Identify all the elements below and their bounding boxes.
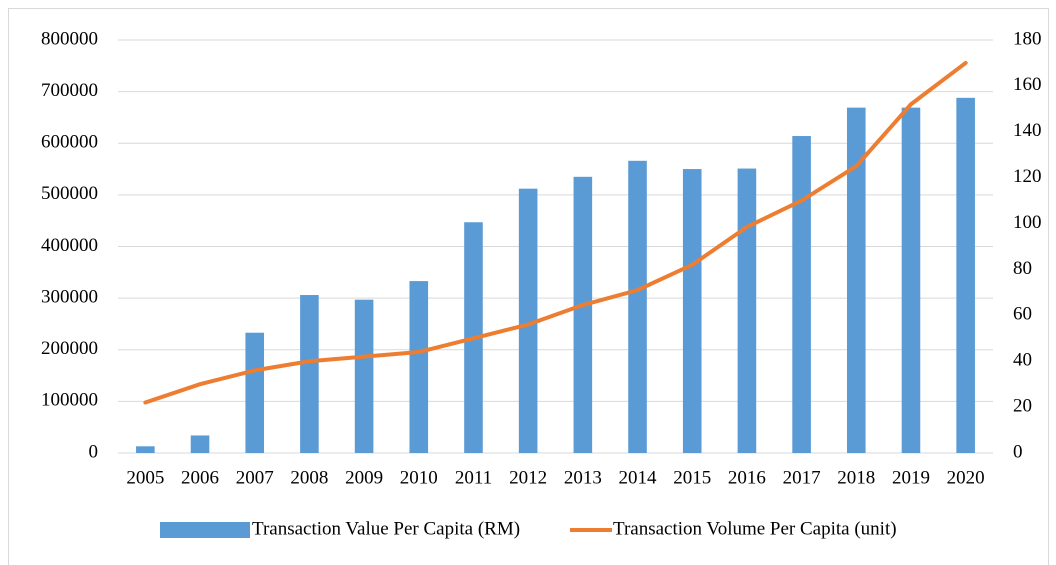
bar [136,446,155,453]
y-tick-label: 500000 [41,183,98,204]
x-tick-label: 2012 [509,467,547,488]
bar [190,435,210,453]
y2-tick-label: 160 [1013,74,1042,95]
x-tick-label: 2018 [837,467,875,488]
legend-label: Transaction Value Per Capita (RM) [252,518,520,539]
x-tick-label: 2009 [345,467,383,488]
y-tick-label: 700000 [41,80,98,101]
y-tick-label: 200000 [41,338,98,359]
y-tick-label: 300000 [41,286,98,307]
y2-tick-label: 40 [1013,350,1032,371]
legend-label: Transaction Volume Per Capita (unit) [613,518,897,539]
line [143,60,968,405]
y2-tick-label: 0 [1013,441,1023,462]
x-tick-label: 2016 [728,467,766,488]
bar [956,97,975,453]
y-tick-label: 800000 [41,28,98,49]
bar [901,107,921,453]
y2-tick-label: 20 [1013,395,1032,416]
bar [518,188,538,453]
x-tick-label: 2011 [455,467,492,488]
x-tick-label: 2017 [783,467,821,488]
bar [628,160,647,454]
y-tick-label: 100000 [41,390,98,411]
bar [737,168,757,453]
bar [409,281,429,453]
y2-tick-label: 180 [1013,28,1042,49]
bar [245,332,265,453]
x-tick-label: 2019 [892,467,930,488]
bar [573,176,593,453]
x-tick-label: 2005 [126,467,164,488]
bar [846,107,866,453]
x-tick-label: 2014 [619,467,658,488]
y2-tick-label: 80 [1013,258,1032,279]
y-tick-label: 600000 [41,132,98,153]
bar [300,295,319,453]
x-tick-label: 2010 [400,467,438,488]
x-tick-label: 2013 [564,467,602,488]
y2-tick-label: 100 [1013,212,1042,233]
y2-tick-label: 140 [1013,120,1042,141]
bar [792,136,811,453]
chart-frame [8,8,1049,565]
legend-swatch [160,522,250,538]
y-tick-label: 400000 [41,235,98,256]
bar [682,169,702,453]
x-tick-label: 2007 [236,467,274,488]
x-tick-label: 2006 [181,467,219,488]
y-tick-label: 0 [89,441,99,462]
x-tick-label: 2020 [947,467,985,488]
bar [354,299,374,453]
y2-tick-label: 60 [1013,304,1032,325]
x-tick-label: 2015 [673,467,711,488]
y2-tick-label: 120 [1013,166,1042,187]
x-tick-label: 2008 [290,467,328,488]
